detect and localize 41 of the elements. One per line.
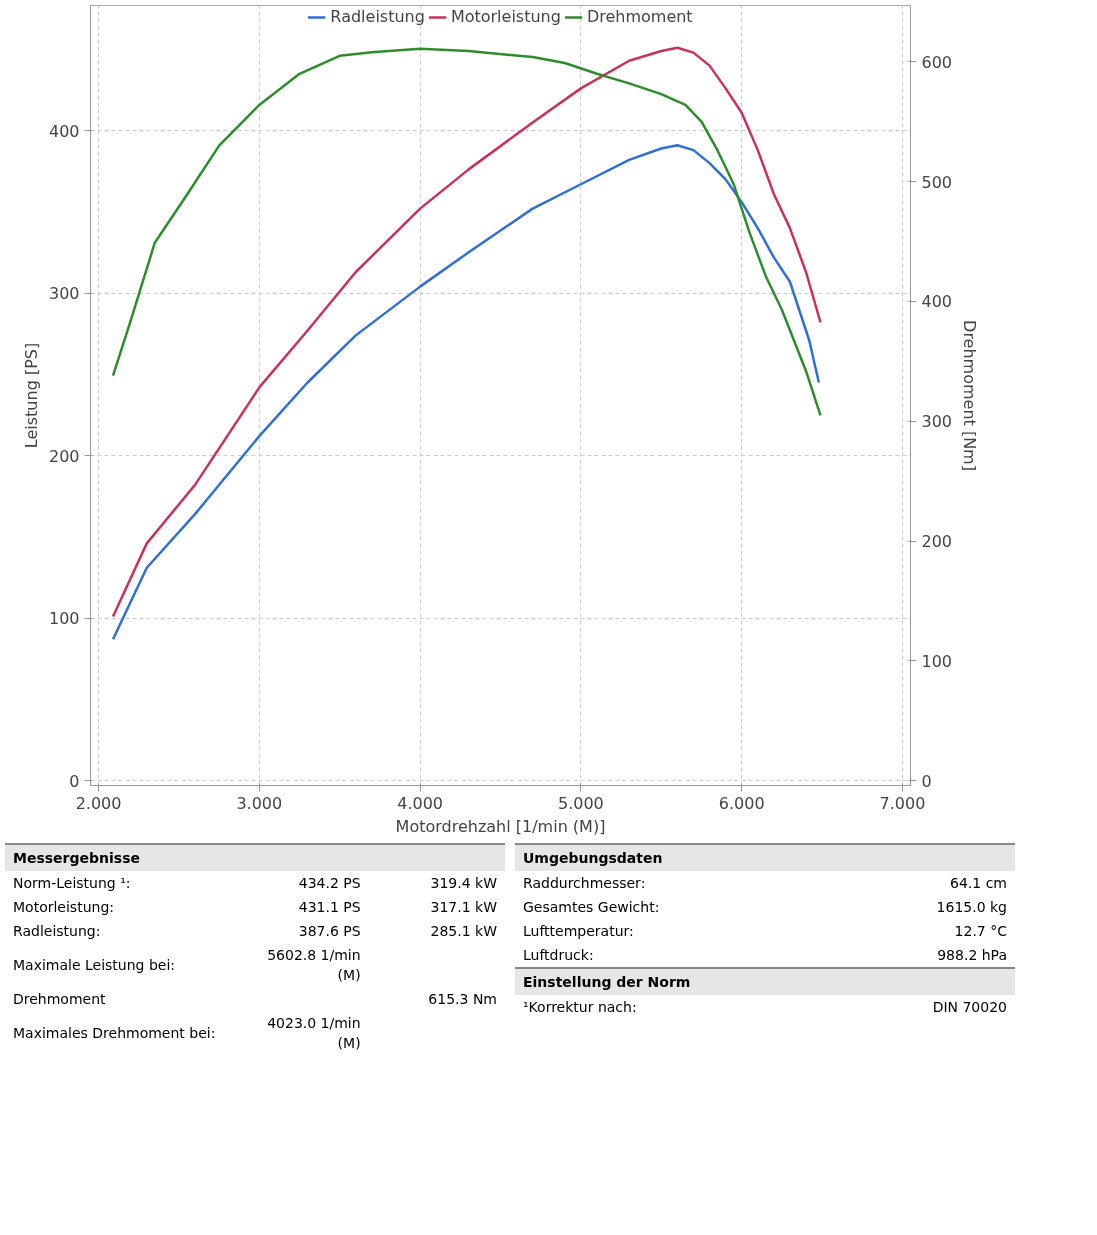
y2-tick-label: 200	[921, 532, 953, 552]
x-tick-label: 7.000	[879, 793, 926, 813]
y2-tick-label: 300	[921, 412, 953, 432]
text: Radleistung: 387.6 PS 285.1 kW	[13, 923, 497, 939]
x-tick-label: 3.000	[236, 793, 283, 813]
legend-label: Drehmoment	[586, 7, 693, 26]
x-tick-label: 6.000	[718, 793, 765, 813]
legend-label: Motorleistung	[450, 7, 561, 26]
text: Norm-Leistung ¹: 434.2 PS 319.4 kW	[13, 875, 497, 891]
text: Raddurchmesser: 64.1 cm	[523, 875, 1007, 891]
text: Maximales Drehmoment bei: 4023.0 1/min (M)	[13, 1015, 361, 1051]
y-axis-title: Leistung [PS]	[21, 342, 41, 449]
y2-axis-title: Drehmoment [Nm]	[960, 320, 980, 471]
x-tick-label: 2.000	[75, 793, 122, 813]
y2-tick-label: 100	[921, 651, 953, 671]
y-tick-label: 100	[48, 609, 80, 629]
text: Drehmoment 615.3 Nm	[13, 991, 497, 1007]
text: Einstellung der Norm	[515, 967, 1015, 995]
line-series	[111, 46, 822, 618]
text: Motorleistung: 431.1 PS 317.1 kW	[13, 899, 497, 915]
y-tick-label: 0	[69, 771, 80, 791]
text: Gesamtes Gewicht: 1615.0 kg	[523, 899, 1007, 915]
text: Umgebungsdaten	[515, 843, 1015, 871]
x-tick-label: 4.000	[397, 793, 444, 813]
y2-tick-label: 0	[921, 771, 932, 791]
text: Messergebnisse	[5, 843, 505, 871]
text: Luftdruck: 988.2 hPa	[523, 947, 1007, 963]
x-axis-title: Motordrehzahl [1/min (M)]	[395, 816, 606, 836]
text: ¹Korrektur nach: DIN 70020	[523, 999, 1007, 1015]
line-series	[111, 144, 821, 641]
y2-tick-label: 600	[921, 52, 953, 72]
y-tick-label: 200	[48, 446, 80, 466]
y-tick-label: 300	[48, 284, 80, 304]
line-series	[111, 47, 822, 417]
legend-label: Radleistung	[330, 7, 425, 26]
text: Maximale Leistung bei: 5602.8 1/min (M)	[13, 947, 361, 983]
text: Lufttemperatur: 12.7 °C	[523, 923, 1007, 939]
y2-tick-label: 500	[921, 172, 953, 192]
x-tick-label: 5.000	[557, 793, 604, 813]
y2-tick-label: 400	[921, 292, 953, 312]
y-tick-label: 400	[48, 121, 80, 141]
